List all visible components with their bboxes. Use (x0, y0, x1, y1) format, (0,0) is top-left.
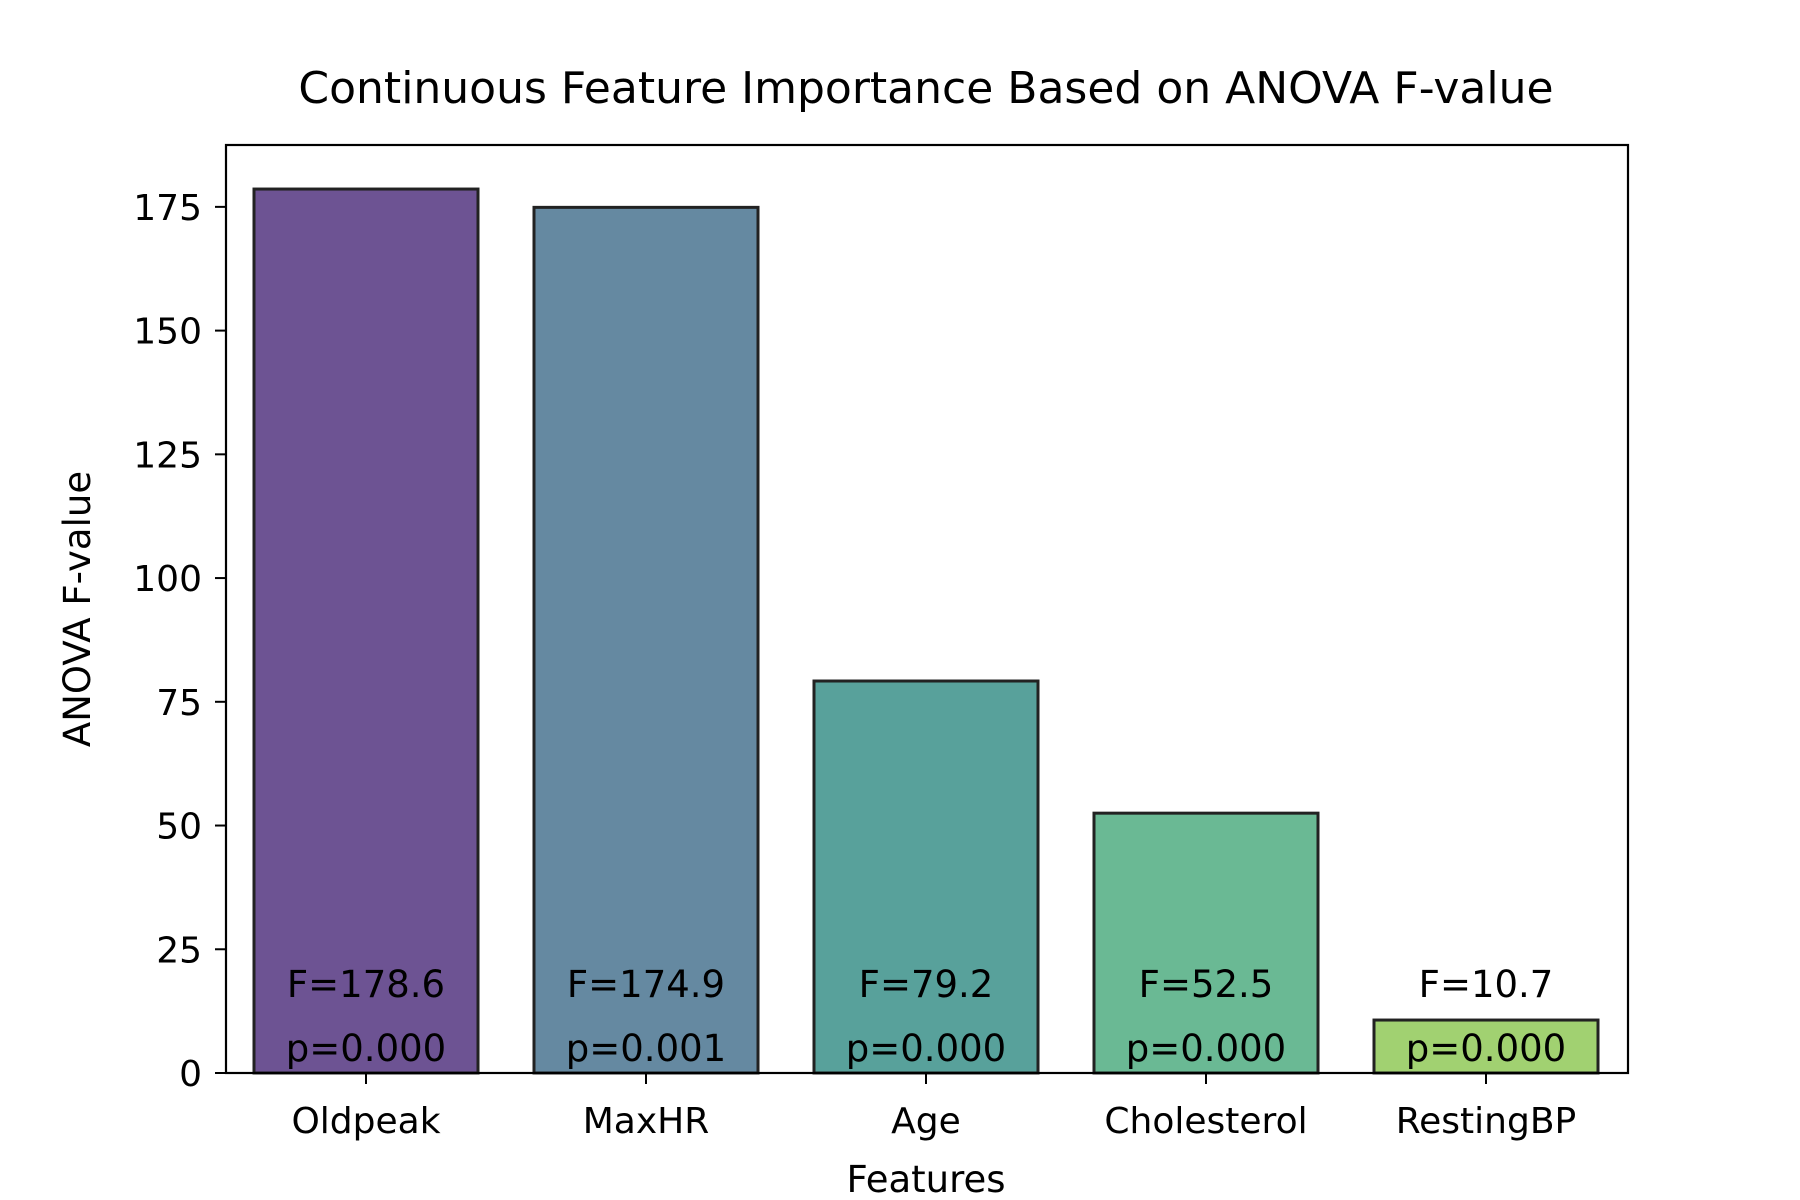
bar-cholesterol (1092, 811, 1320, 1075)
y-axis-label: ANOVA F-value (56, 471, 99, 747)
y-tick-label: 25 (156, 930, 202, 971)
y-tick-label: 175 (133, 188, 202, 229)
y-tick-label: 0 (179, 1054, 202, 1095)
f-value-label: F=52.5 (1139, 963, 1274, 1006)
y-tick-label: 150 (133, 312, 202, 353)
y-tick-label: 125 (133, 435, 202, 476)
p-value-label: p=0.000 (286, 1027, 446, 1070)
p-value-label: p=0.000 (1126, 1027, 1286, 1070)
bars-layer: F=178.6 p=0.000 F=174.9 p=0.001 F=79.2 p=0.00… (252, 187, 1600, 1075)
x-axis-label: Features (846, 1158, 1005, 1200)
bar-oldpeak (252, 187, 480, 1075)
f-value-label: F=79.2 (859, 963, 994, 1006)
y-axis: 0 25 50 75 100 125 150 175 (133, 188, 226, 1095)
f-value-label: F=178.6 (287, 963, 445, 1006)
y-tick-label: 75 (156, 683, 202, 724)
y-tick-label: 100 (133, 559, 202, 600)
f-value-label: F=10.7 (1419, 963, 1554, 1006)
x-tick-label: Age (891, 1101, 961, 1142)
y-tick-label: 50 (156, 807, 202, 848)
bar-age (812, 679, 1040, 1075)
x-tick-label: Cholesterol (1104, 1101, 1307, 1142)
p-value-label: p=0.000 (1406, 1027, 1566, 1070)
x-axis: Oldpeak MaxHR Age Cholesterol RestingBP (291, 1073, 1576, 1142)
x-tick-label: MaxHR (583, 1101, 710, 1142)
bar-maxhr (532, 205, 760, 1075)
x-tick-label: RestingBP (1396, 1101, 1577, 1142)
p-value-label: p=0.001 (566, 1027, 726, 1070)
f-value-label: F=174.9 (567, 963, 725, 1006)
chart-title: Continuous Feature Importance Based on A… (298, 63, 1553, 114)
p-value-label: p=0.000 (846, 1027, 1006, 1070)
plot-frame (224, 143, 1630, 1075)
x-tick-label: Oldpeak (291, 1101, 440, 1142)
